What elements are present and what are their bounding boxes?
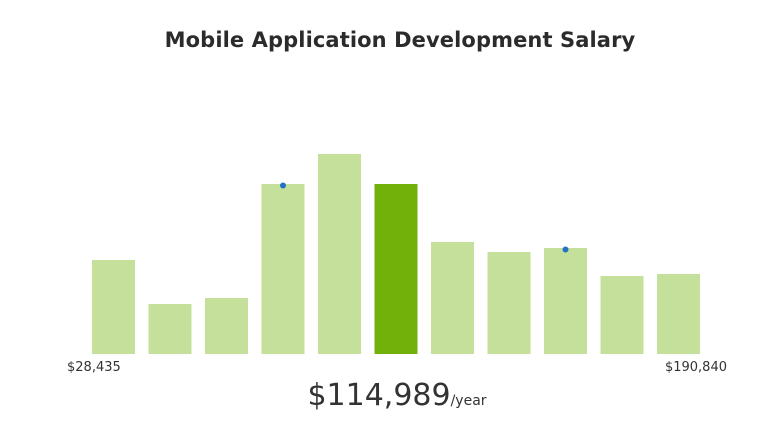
marker-dot — [562, 246, 569, 253]
histogram-bars — [92, 154, 700, 354]
histogram-bar-highlight — [374, 184, 418, 354]
histogram-bar — [261, 184, 305, 354]
histogram-bar — [544, 248, 587, 354]
chart-title: Mobile Application Development Salary — [164, 28, 636, 52]
histogram-bar — [318, 154, 361, 354]
salary-readout: $114,989/year — [0, 378, 773, 413]
histogram-bar — [431, 242, 474, 354]
salary-value: $114,989 — [307, 378, 451, 413]
histogram-bar — [148, 304, 192, 354]
marker-dot — [280, 182, 286, 189]
range-max-label: $190,840 — [664, 360, 727, 375]
range-min-label: $28,435 — [67, 360, 121, 375]
histogram-bar — [657, 274, 700, 354]
histogram-markers — [280, 182, 569, 253]
histogram-bar — [205, 298, 248, 354]
salary-unit: /year — [450, 393, 487, 409]
histogram-bar — [600, 276, 644, 354]
histogram-bar — [487, 252, 531, 354]
histogram-bar — [92, 260, 135, 354]
